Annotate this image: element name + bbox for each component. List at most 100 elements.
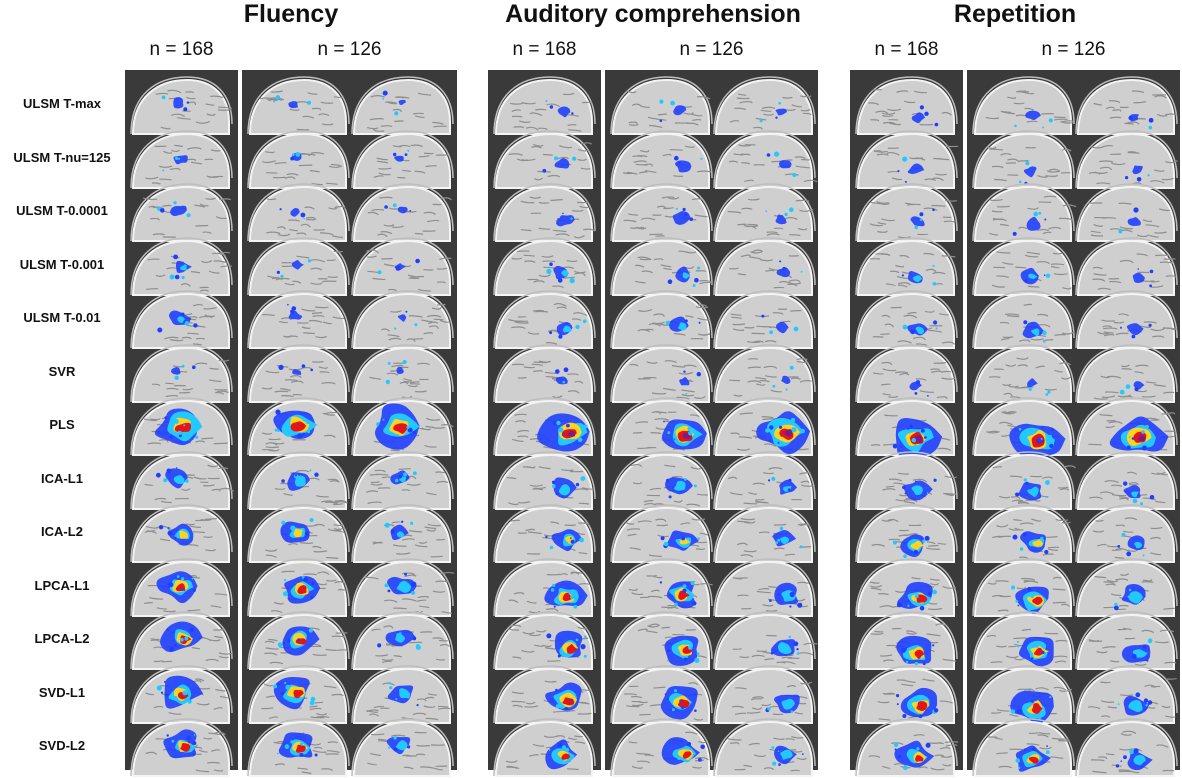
brain-map-thumbnail [247, 76, 350, 135]
brain-map-thumbnail [247, 664, 350, 724]
brain-map-thumbnail [493, 343, 596, 403]
method-label: LPCA-L1 [34, 577, 90, 593]
brain-map-thumbnail [130, 664, 233, 724]
brain-map-thumbnail [855, 129, 959, 189]
brain-map-thumbnail [493, 290, 596, 349]
brain-map-thumbnail [130, 76, 233, 135]
brain-map-thumbnail [247, 504, 350, 563]
brain-map-thumbnail [351, 129, 454, 189]
brain-map-thumbnail [855, 718, 959, 777]
brain-map-thumbnail [610, 290, 713, 349]
brain-map-thumbnail [1075, 450, 1178, 510]
brain-map-thumbnail [1075, 397, 1178, 456]
brain-map-thumbnail [610, 664, 713, 724]
brain-map-thumbnail [713, 76, 816, 135]
brain-map-thumbnail [247, 718, 350, 777]
brain-map-thumbnail [713, 236, 816, 296]
brain-map-thumbnail [493, 129, 596, 189]
brain-map-thumbnail [713, 611, 818, 670]
brain-map-thumbnail [130, 183, 233, 242]
brain-map-thumbnail [855, 450, 958, 510]
brain-map-thumbnail [493, 450, 596, 510]
method-label: SVD-L1 [38, 684, 86, 700]
n-label-auditory-126: n = 126 [679, 39, 744, 60]
brain-map-thumbnail [855, 236, 958, 296]
brain-map-thumbnail [493, 183, 596, 242]
task-title-auditory-comprehension: Auditory comprehension [505, 0, 801, 28]
brain-map-thumbnail [493, 236, 596, 296]
brain-map-thumbnail [493, 557, 596, 617]
brain-map-thumbnail [610, 450, 713, 510]
brain-map-thumbnail [351, 343, 454, 403]
brain-map-thumbnail [247, 129, 350, 189]
method-label: ULSM T-max [22, 96, 101, 111]
brain-map-thumbnail [972, 290, 1075, 349]
brain-map-thumbnail [972, 664, 1075, 724]
brain-map-thumbnail [351, 611, 454, 670]
brain-map-thumbnail [1075, 343, 1178, 403]
method-label: ICA-L2 [41, 524, 83, 539]
brain-map-thumbnail [972, 343, 1075, 403]
brain-map-thumbnail [610, 611, 713, 670]
brain-map-thumbnail [610, 557, 713, 617]
brain-map-thumbnail [1075, 290, 1178, 349]
brain-map-thumbnail [351, 397, 454, 456]
brain-map-thumbnail [713, 557, 816, 617]
brain-map-thumbnail [972, 129, 1075, 189]
brain-map-thumbnail [713, 664, 816, 724]
separator-repetition [963, 70, 967, 770]
method-label: ULSM T-0.001 [19, 256, 105, 272]
brain-map-thumbnail [130, 611, 233, 670]
brain-map-thumbnail [855, 557, 958, 617]
brain-map-thumbnail [972, 718, 1075, 777]
brain-map-thumbnail [493, 397, 596, 456]
brain-map-thumbnail [972, 236, 1075, 296]
method-label: ULSM T-0.01 [23, 310, 101, 325]
brain-map-thumbnail [972, 183, 1077, 242]
brain-map-thumbnail [247, 397, 350, 456]
n-label-repetition-126: n = 126 [1041, 39, 1106, 60]
brain-map-thumbnail [713, 290, 816, 349]
separator-auditory [601, 70, 605, 770]
brain-map-thumbnail [713, 450, 816, 510]
brain-map-thumbnail [972, 450, 1077, 510]
brain-map-thumbnail [713, 718, 816, 777]
brain-map-thumbnail [351, 504, 454, 563]
brain-map-thumbnail [1075, 664, 1178, 724]
brain-map-thumbnail [493, 504, 596, 563]
method-label: ULSM T-nu=125 [13, 149, 111, 165]
brain-map-thumbnail [351, 183, 454, 242]
brain-map-thumbnail [713, 504, 816, 563]
method-label: SVR [48, 363, 76, 379]
brain-map-thumbnail [713, 129, 818, 189]
separator-fluency [238, 70, 242, 770]
brain-map-thumbnail [972, 76, 1075, 135]
brain-map-thumbnail [493, 76, 596, 135]
brain-map-thumbnail [130, 290, 233, 349]
brain-map-thumbnail [855, 343, 958, 403]
brain-map-thumbnail [247, 611, 350, 670]
brain-map-thumbnail [247, 290, 350, 349]
brain-map-thumbnail [855, 76, 958, 135]
brain-map-thumbnail [972, 557, 1075, 617]
brain-map-thumbnail [713, 343, 816, 403]
brain-map-thumbnail [972, 504, 1075, 563]
brain-map-thumbnail [351, 557, 455, 617]
brain-map-thumbnail [855, 611, 958, 670]
n-label-auditory-168: n = 168 [512, 39, 577, 60]
brain-map-thumbnail [713, 183, 816, 242]
n-label-fluency-126: n = 126 [317, 39, 382, 60]
method-label: PLS [49, 417, 75, 432]
n-label-fluency-168: n = 168 [149, 39, 214, 60]
brain-map-thumbnail [855, 397, 958, 459]
brain-map-thumbnail [247, 557, 350, 617]
brain-map-thumbnail [351, 76, 454, 135]
brain-map-thumbnail [493, 611, 596, 670]
brain-map-thumbnail [1075, 611, 1178, 670]
brain-map-thumbnail [972, 397, 1075, 457]
brain-map-thumbnail [130, 504, 233, 563]
brain-map-thumbnail [610, 129, 713, 189]
brain-map-thumbnail [493, 664, 596, 724]
brain-map-thumbnail [610, 343, 713, 403]
brain-map-thumbnail [610, 183, 713, 242]
